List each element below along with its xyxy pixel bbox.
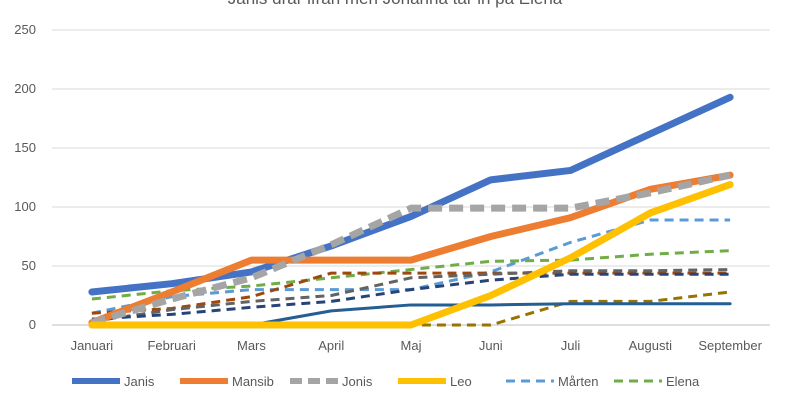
legend-label: Mårten [558,374,598,389]
legend-item: Mansib [180,374,274,389]
x-tick-label: September [698,338,762,353]
legend-item: Mårten [506,374,598,389]
x-tick-label: April [318,338,344,353]
y-axis: 0 50 100 150 200 250 [14,22,36,332]
series-line-jonis [90,171,731,326]
gridlines [52,29,770,326]
legend-label: Jonis [342,374,373,389]
legend-item: Leo [398,374,472,389]
y-tick-label: 150 [14,140,36,155]
legend-label: Janis [124,374,155,389]
x-axis: Januari Februari Mars April Maj Juni Juli Augus… [71,338,763,353]
legend-item: Janis [72,374,155,389]
chart-title: Janis drar ifrån men Johanna tar in på E… [228,0,563,8]
legend: Janis Mansib Jonis Leo Mårten Elena [72,374,700,389]
series-line-unlabeled-6 [91,271,731,315]
x-tick-label: Januari [71,338,114,353]
y-tick-label: 100 [14,199,36,214]
legend-label: Leo [450,374,472,389]
legend-item: Elena [614,374,700,389]
x-tick-label: Juni [479,338,503,353]
series-line-m-rten [91,218,731,315]
legend-label: Mansib [232,374,274,389]
x-tick-label: Februari [147,338,196,353]
series-line-leo [88,181,734,329]
y-tick-label: 50 [22,258,36,273]
x-tick-label: Juli [561,338,581,353]
x-tick-label: Mars [237,338,266,353]
y-tick-label: 0 [29,317,36,332]
y-tick-label: 250 [14,22,36,37]
legend-label: Elena [666,374,700,389]
x-tick-label: Maj [401,338,422,353]
legend-item: Jonis [290,374,373,389]
series-line-unlabeled-8 [91,272,731,321]
x-tick-label: Augusti [629,338,672,353]
series-lines [88,93,734,329]
y-tick-label: 200 [14,81,36,96]
series-line-unlabeled-7 [91,268,731,323]
